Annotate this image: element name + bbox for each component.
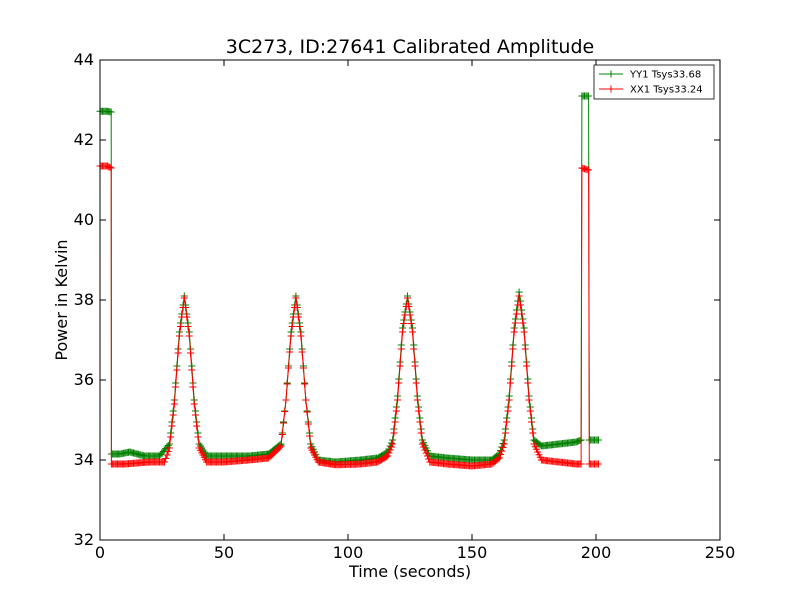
chart-title: 3C273, ID:27641 Calibrated Amplitude — [226, 36, 594, 58]
legend-marker — [607, 70, 615, 78]
y-axis-label: Power in Kelvin — [52, 239, 71, 360]
x-tick-label: 150 — [457, 543, 488, 562]
y-tick-label: 34 — [74, 450, 94, 469]
y-tick-label: 38 — [74, 290, 94, 309]
legend-label: YY1 Tsys33.68 — [629, 70, 701, 81]
y-tick-label: 32 — [74, 530, 94, 549]
y-tick-label: 42 — [74, 130, 94, 149]
y-tick-label: 44 — [74, 50, 94, 69]
x-axis: 0 50 100 150 200 250 — [95, 60, 735, 562]
x-axis-label: Time (seconds) — [348, 562, 471, 581]
plot-area — [100, 60, 720, 540]
y-axis: 32 34 36 38 40 42 44 — [74, 50, 720, 549]
y-tick-label: 40 — [74, 210, 94, 229]
x-tick-label: 100 — [333, 543, 364, 562]
legend-marker — [607, 85, 615, 93]
x-tick-label: 200 — [581, 543, 612, 562]
x-tick-label: 0 — [95, 543, 105, 562]
series-2 — [96, 162, 602, 470]
x-tick-label: 50 — [214, 543, 234, 562]
legend-box — [593, 64, 715, 100]
legend: YY1 Tsys33.68 XX1 Tsys33.24 — [593, 64, 715, 100]
series-layer — [96, 92, 602, 470]
x-tick-label: 250 — [705, 543, 736, 562]
legend-label: XX1 Tsys33.24 — [630, 85, 703, 96]
y-tick-label: 36 — [74, 370, 94, 389]
